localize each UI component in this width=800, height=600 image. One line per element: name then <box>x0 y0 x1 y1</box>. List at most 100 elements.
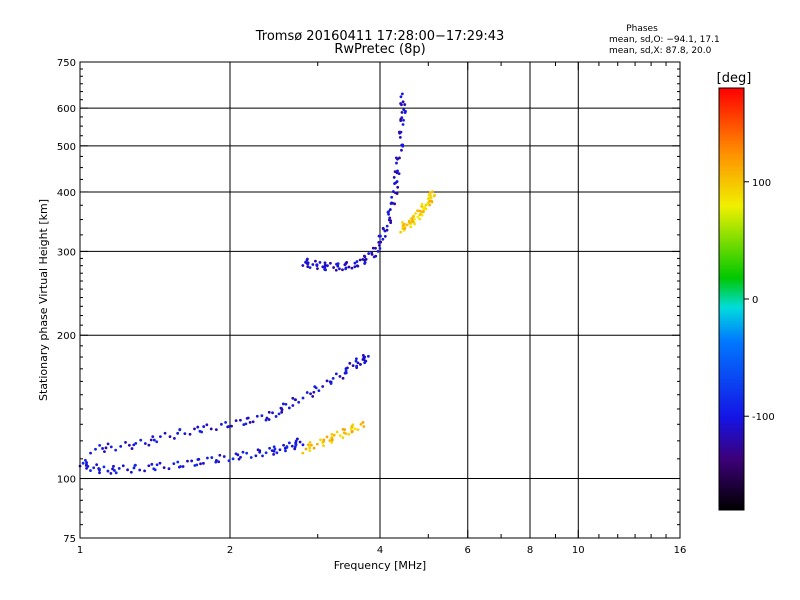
data-point <box>383 229 387 233</box>
data-point <box>315 263 319 267</box>
data-point <box>158 461 162 465</box>
data-point <box>424 207 428 211</box>
legend-title: Phases <box>626 24 658 34</box>
data-point <box>427 193 431 197</box>
data-point <box>332 266 336 269</box>
data-point <box>355 264 359 268</box>
data-point <box>398 135 402 139</box>
data-point <box>86 465 90 468</box>
data-point <box>193 427 196 431</box>
data-point <box>176 460 180 464</box>
data-point <box>356 361 360 365</box>
data-point <box>390 195 394 199</box>
data-point <box>311 395 315 398</box>
data-point <box>401 123 405 126</box>
data-point <box>246 416 250 420</box>
x-tick-label: 10 <box>572 545 585 556</box>
data-point <box>113 469 116 472</box>
data-point <box>290 444 294 448</box>
data-point <box>362 254 366 258</box>
data-point <box>363 261 367 264</box>
y-tick-label: 400 <box>57 188 76 199</box>
data-point <box>265 416 269 420</box>
data-point <box>355 364 359 368</box>
data-point <box>376 250 380 253</box>
data-point <box>344 371 348 375</box>
data-point <box>382 227 385 231</box>
data-point <box>114 471 118 475</box>
y-axis-label: Stationary phase Virtual Height [km] <box>37 199 50 401</box>
data-point <box>152 438 156 442</box>
data-point <box>132 443 136 447</box>
data-point <box>114 448 118 452</box>
data-point <box>330 441 333 444</box>
data-point <box>183 432 187 436</box>
y-tick-label: 75 <box>63 534 76 545</box>
data-point <box>278 448 282 452</box>
data-point <box>399 130 403 134</box>
chart-subtitle: RwPretec (8p) <box>334 42 425 57</box>
data-point <box>396 185 400 189</box>
data-point <box>348 361 352 365</box>
data-point <box>399 117 403 121</box>
data-point <box>95 463 99 467</box>
data-point <box>239 455 242 459</box>
data-point <box>359 422 363 426</box>
colorbar-tick-label: -100 <box>752 412 775 423</box>
data-point <box>143 442 147 445</box>
data-point <box>181 465 185 468</box>
data-point <box>399 102 403 105</box>
data-point <box>325 435 329 439</box>
data-point <box>346 366 349 370</box>
data-point <box>150 462 154 466</box>
data-point <box>364 257 368 261</box>
data-point <box>119 444 123 448</box>
data-point <box>89 469 92 472</box>
data-point <box>239 418 242 422</box>
data-point <box>109 471 113 475</box>
data-point <box>328 439 332 442</box>
data-point <box>397 172 401 175</box>
data-point <box>402 118 405 122</box>
data-point <box>389 219 393 223</box>
data-point <box>418 213 422 217</box>
data-point <box>407 220 411 223</box>
x-axis-label: Frequency [MHz] <box>334 559 426 572</box>
data-point <box>428 199 431 203</box>
data-point <box>147 443 151 447</box>
data-point <box>374 254 378 258</box>
data-point <box>306 262 310 266</box>
legend-line-x: mean, sd,X: 87.8, 20.0 <box>609 46 712 56</box>
data-point <box>326 264 329 268</box>
data-point <box>427 196 431 200</box>
data-point <box>312 390 316 394</box>
data-point <box>350 266 354 270</box>
data-point <box>305 391 309 394</box>
data-point <box>134 441 138 445</box>
data-point <box>319 438 322 442</box>
data-point <box>335 430 339 434</box>
data-point <box>351 423 355 427</box>
data-point <box>210 456 214 459</box>
data-point <box>344 432 348 436</box>
data-point <box>274 415 278 418</box>
data-point <box>158 435 162 439</box>
data-point <box>341 436 345 440</box>
data-point <box>322 444 325 447</box>
data-point <box>275 451 279 455</box>
data-point <box>430 199 434 203</box>
data-point <box>359 363 362 366</box>
data-point <box>399 230 403 234</box>
data-point <box>241 450 245 454</box>
data-point <box>418 217 422 221</box>
data-point <box>353 265 357 269</box>
data-point <box>400 111 404 114</box>
data-point <box>282 443 285 447</box>
data-point <box>323 261 327 265</box>
data-point <box>186 459 189 463</box>
data-point <box>321 265 325 269</box>
data-point <box>190 459 194 463</box>
data-point <box>271 411 274 415</box>
data-point <box>284 402 288 406</box>
data-point <box>395 161 398 165</box>
